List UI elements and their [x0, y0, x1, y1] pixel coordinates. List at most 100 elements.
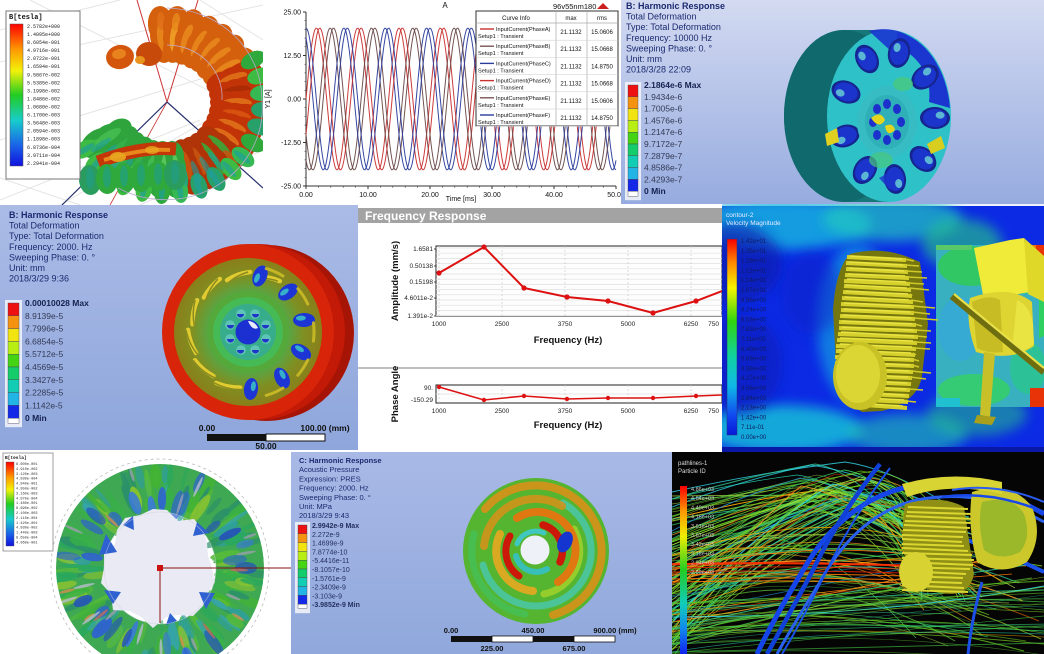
svg-text:9.24e+00: 9.24e+00: [741, 308, 767, 314]
svg-text:0.00: 0.00: [199, 423, 216, 433]
svg-text:B[tesla]: B[tesla]: [5, 455, 27, 461]
svg-text:2018/3/29 9:36: 2018/3/29 9:36: [9, 274, 69, 284]
svg-text:15.0606: 15.0606: [591, 99, 613, 105]
svg-text:1000: 1000: [432, 408, 447, 415]
svg-text:6250: 6250: [684, 408, 699, 415]
svg-text:A: A: [442, 1, 448, 10]
svg-text:Unit: mm: Unit: mm: [9, 263, 45, 273]
svg-text:0.50138: 0.50138: [410, 263, 434, 270]
svg-text:4.910e-002: 4.910e-002: [16, 468, 38, 472]
svg-text:-2.3409e-9: -2.3409e-9: [312, 585, 346, 592]
svg-text:Velocity Magnitude: Velocity Magnitude: [726, 220, 781, 227]
svg-text:2.9942e-9 Max: 2.9942e-9 Max: [312, 523, 359, 530]
svg-text:1.42e+01: 1.42e+01: [741, 239, 767, 245]
svg-text:21.1132: 21.1132: [560, 82, 582, 88]
svg-text:2.1864e-6 Max: 2.1864e-6 Max: [644, 80, 701, 90]
svg-text:Unit: MPa: Unit: MPa: [299, 502, 333, 511]
svg-text:Sweeping Phase: 0. °: Sweeping Phase: 0. °: [626, 43, 713, 53]
svg-text:Sweeping Phase: 0. °: Sweeping Phase: 0. °: [9, 252, 96, 262]
svg-text:750: 750: [708, 321, 719, 328]
svg-text:20.00: 20.00: [421, 192, 439, 199]
svg-text:4.950e-002: 4.950e-002: [16, 488, 38, 492]
svg-text:2.69e+03: 2.69e+03: [691, 570, 714, 576]
svg-text:4.86e+03: 4.86e+03: [691, 487, 714, 493]
svg-text:21.1132: 21.1132: [560, 99, 582, 105]
svg-text:2500: 2500: [495, 321, 510, 328]
svg-text:50.00: 50.00: [255, 441, 277, 450]
svg-text:Acoustic Pressure: Acoustic Pressure: [299, 465, 359, 474]
svg-text:2.84e+00: 2.84e+00: [741, 396, 767, 402]
svg-text:3.18e+03: 3.18e+03: [691, 551, 714, 557]
svg-text:7.7996e-5: 7.7996e-5: [25, 324, 64, 334]
svg-text:4.930e-004: 4.930e-004: [16, 478, 38, 482]
svg-text:-3.103e-9: -3.103e-9: [312, 593, 342, 600]
svg-text:1.8486e-002: 1.8486e-002: [27, 97, 60, 103]
svg-text:B: Harmonic Response: B: Harmonic Response: [9, 210, 108, 220]
svg-text:0.00: 0.00: [299, 192, 313, 199]
svg-text:Sweeping Phase: 0. °: Sweeping Phase: 0. °: [299, 493, 371, 502]
svg-text:1.9434e-6: 1.9434e-6: [644, 92, 683, 102]
svg-text:1.391e-2: 1.391e-2: [407, 313, 433, 320]
svg-text:InputCurrent(PhaseE): InputCurrent(PhaseE): [496, 96, 551, 102]
svg-text:max: max: [565, 16, 576, 22]
svg-text:12.50: 12.50: [283, 53, 301, 60]
svg-text:4.960e-001: 4.960e-001: [16, 541, 38, 545]
svg-text:Frequency: 2000. Hz: Frequency: 2000. Hz: [299, 484, 369, 493]
svg-text:B: Harmonic Response: B: Harmonic Response: [626, 1, 725, 11]
svg-text:21.1132: 21.1132: [560, 30, 582, 36]
svg-text:8.6054e-001: 8.6054e-001: [27, 40, 60, 46]
svg-text:4.8586e-7: 4.8586e-7: [644, 163, 683, 173]
svg-text:2018/3/28 22:09: 2018/3/28 22:09: [626, 65, 691, 75]
svg-text:4.16e+03: 4.16e+03: [691, 515, 714, 521]
svg-text:4.40e+03: 4.40e+03: [691, 505, 714, 511]
svg-text:9.7172e-7: 9.7172e-7: [644, 139, 683, 149]
svg-text:Total Deformation: Total Deformation: [626, 12, 697, 22]
svg-text:50.00: 50.00: [607, 192, 621, 199]
svg-text:9.96e+00: 9.96e+00: [741, 298, 767, 304]
svg-text:3.91e+03: 3.91e+03: [691, 524, 714, 530]
svg-text:0.15198: 0.15198: [410, 279, 434, 286]
svg-text:2.2941e-004: 2.2941e-004: [27, 161, 60, 167]
svg-text:5000: 5000: [621, 321, 636, 328]
svg-text:2.13e+00: 2.13e+00: [741, 406, 767, 412]
svg-text:21.1132: 21.1132: [560, 47, 582, 53]
svg-text:10.00: 10.00: [359, 192, 377, 199]
svg-text:3.42e+03: 3.42e+03: [691, 542, 714, 548]
svg-text:Type: Total Deformation: Type: Total Deformation: [626, 22, 721, 32]
svg-text:3750: 3750: [558, 321, 573, 328]
svg-text:8.600e-001: 8.600e-001: [16, 463, 38, 467]
svg-text:2.4293e-7: 2.4293e-7: [644, 174, 683, 184]
svg-text:2.0722e-001: 2.0722e-001: [27, 56, 60, 62]
svg-text:7.11e+00: 7.11e+00: [741, 337, 766, 343]
svg-text:450.00: 450.00: [522, 626, 545, 635]
svg-text:750: 750: [708, 408, 719, 415]
svg-text:2.94e+03: 2.94e+03: [691, 561, 714, 567]
svg-text:0.00: 0.00: [287, 97, 301, 104]
svg-text:Frequency: 10000 Hz: Frequency: 10000 Hz: [626, 33, 713, 43]
svg-text:3.9711e-004: 3.9711e-004: [27, 153, 60, 159]
svg-text:3.1998e-002: 3.1998e-002: [27, 88, 60, 94]
svg-text:B[tesla]: B[tesla]: [9, 14, 43, 22]
svg-text:6.8736e-004: 6.8736e-004: [27, 145, 60, 151]
svg-text:3.120e-003: 3.120e-003: [16, 473, 38, 477]
svg-text:Setup1 : Transient: Setup1 : Transient: [478, 68, 524, 74]
svg-text:21.1132: 21.1132: [560, 64, 582, 70]
svg-text:90.: 90.: [424, 385, 433, 392]
svg-text:1.440e-003: 1.440e-003: [16, 532, 38, 536]
svg-text:1.21e+01: 1.21e+01: [741, 268, 767, 274]
svg-text:4.970e-004: 4.970e-004: [16, 497, 38, 501]
svg-text:1.4699e-9: 1.4699e-9: [312, 541, 344, 548]
svg-text:6.6854e-5: 6.6854e-5: [25, 336, 64, 346]
svg-text:Time [ms]: Time [ms]: [446, 196, 477, 203]
svg-text:Curve Info: Curve Info: [502, 16, 530, 22]
svg-text:4.4569e-5: 4.4569e-5: [25, 362, 64, 372]
svg-text:-150.29: -150.29: [411, 397, 433, 404]
svg-text:1.420e-001: 1.420e-001: [16, 522, 38, 526]
svg-text:1.6581: 1.6581: [413, 246, 433, 253]
svg-text:30.00: 30.00: [483, 192, 501, 199]
svg-text:2.5782e+000: 2.5782e+000: [27, 24, 60, 30]
svg-text:4.64e+03: 4.64e+03: [691, 496, 714, 502]
svg-text:0.00010028 Max: 0.00010028 Max: [25, 298, 89, 308]
svg-text:2.100e-003: 2.100e-003: [16, 512, 38, 516]
svg-text:Setup1 : Transient: Setup1 : Transient: [478, 34, 524, 40]
